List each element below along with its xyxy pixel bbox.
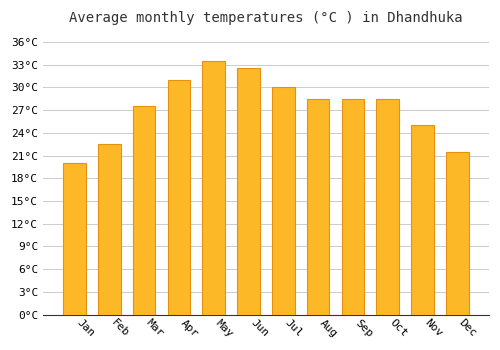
Bar	[63, 163, 86, 315]
Bar	[411, 125, 434, 315]
Bar	[376, 99, 399, 315]
Bar	[98, 144, 120, 315]
Bar	[133, 106, 156, 315]
Bar	[168, 80, 190, 315]
Bar	[237, 68, 260, 315]
Bar	[272, 87, 294, 315]
Bar	[307, 99, 330, 315]
Bar	[342, 99, 364, 315]
Bar	[446, 152, 468, 315]
Title: Average monthly temperatures (°C ) in Dhandhuka: Average monthly temperatures (°C ) in Dh…	[69, 11, 462, 25]
Bar	[202, 61, 225, 315]
